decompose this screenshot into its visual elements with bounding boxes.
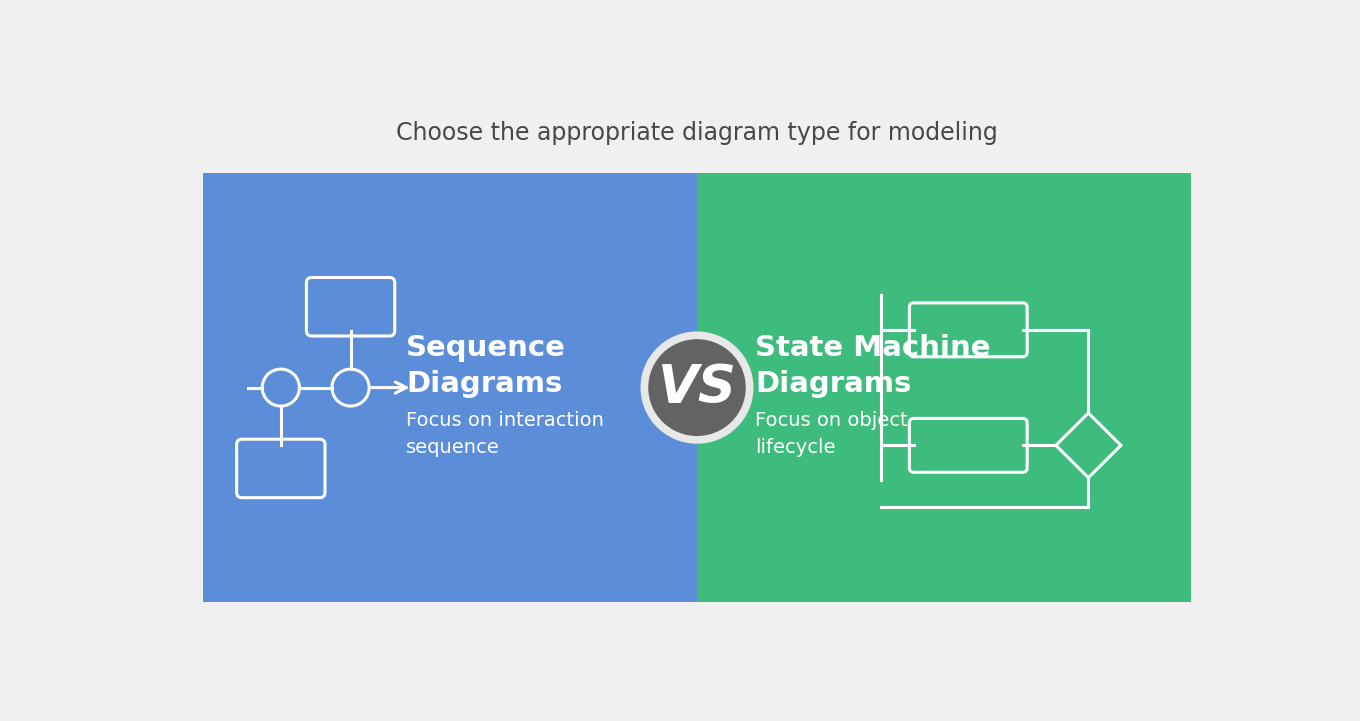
Text: Sequence
Diagrams: Sequence Diagrams <box>407 334 566 398</box>
Text: Choose the appropriate diagram type for modeling: Choose the appropriate diagram type for … <box>396 120 998 145</box>
Text: Focus on object
lifecycle: Focus on object lifecycle <box>755 411 907 457</box>
Text: State Machine
Diagrams: State Machine Diagrams <box>755 334 990 398</box>
Circle shape <box>641 332 753 443</box>
Text: Focus on interaction
sequence: Focus on interaction sequence <box>407 411 604 457</box>
Circle shape <box>649 340 745 435</box>
FancyBboxPatch shape <box>203 173 696 603</box>
Text: VS: VS <box>658 362 736 414</box>
FancyBboxPatch shape <box>696 173 1191 603</box>
